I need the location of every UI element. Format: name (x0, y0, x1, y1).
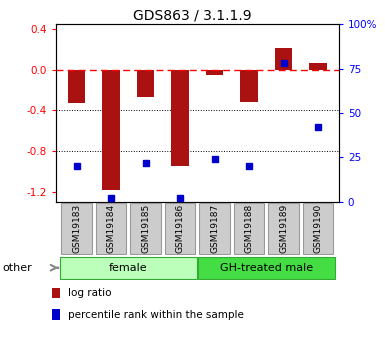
Text: GSM19183: GSM19183 (72, 204, 81, 253)
Bar (68, 70, 85, 104)
Bar (52, 288, 60, 298)
FancyBboxPatch shape (60, 257, 197, 279)
Bar (206, 70, 223, 75)
Bar (52, 309, 60, 319)
Text: GSM19185: GSM19185 (141, 204, 150, 253)
FancyBboxPatch shape (198, 257, 335, 279)
FancyBboxPatch shape (268, 203, 299, 254)
Bar (102, 70, 120, 190)
Bar (137, 70, 154, 97)
Bar (171, 70, 189, 166)
FancyBboxPatch shape (131, 203, 161, 254)
Text: GSM19188: GSM19188 (244, 204, 254, 253)
FancyBboxPatch shape (199, 203, 230, 254)
FancyBboxPatch shape (61, 203, 92, 254)
Text: GSM19189: GSM19189 (279, 204, 288, 253)
Text: GSM19184: GSM19184 (107, 204, 116, 253)
Text: other: other (2, 263, 32, 273)
Text: GDS863 / 3.1.1.9: GDS863 / 3.1.1.9 (133, 9, 252, 23)
FancyBboxPatch shape (165, 203, 195, 254)
Text: GSM19190: GSM19190 (314, 204, 323, 253)
FancyBboxPatch shape (303, 203, 333, 254)
FancyBboxPatch shape (96, 203, 126, 254)
Text: female: female (109, 263, 147, 273)
Text: GSM19186: GSM19186 (176, 204, 184, 253)
Text: GH-treated male: GH-treated male (220, 263, 313, 273)
Text: log ratio: log ratio (69, 288, 112, 298)
Bar (275, 48, 292, 70)
FancyBboxPatch shape (234, 203, 264, 254)
Text: percentile rank within the sample: percentile rank within the sample (69, 310, 244, 319)
Text: GSM19187: GSM19187 (210, 204, 219, 253)
Bar (241, 70, 258, 102)
Bar (310, 63, 327, 70)
